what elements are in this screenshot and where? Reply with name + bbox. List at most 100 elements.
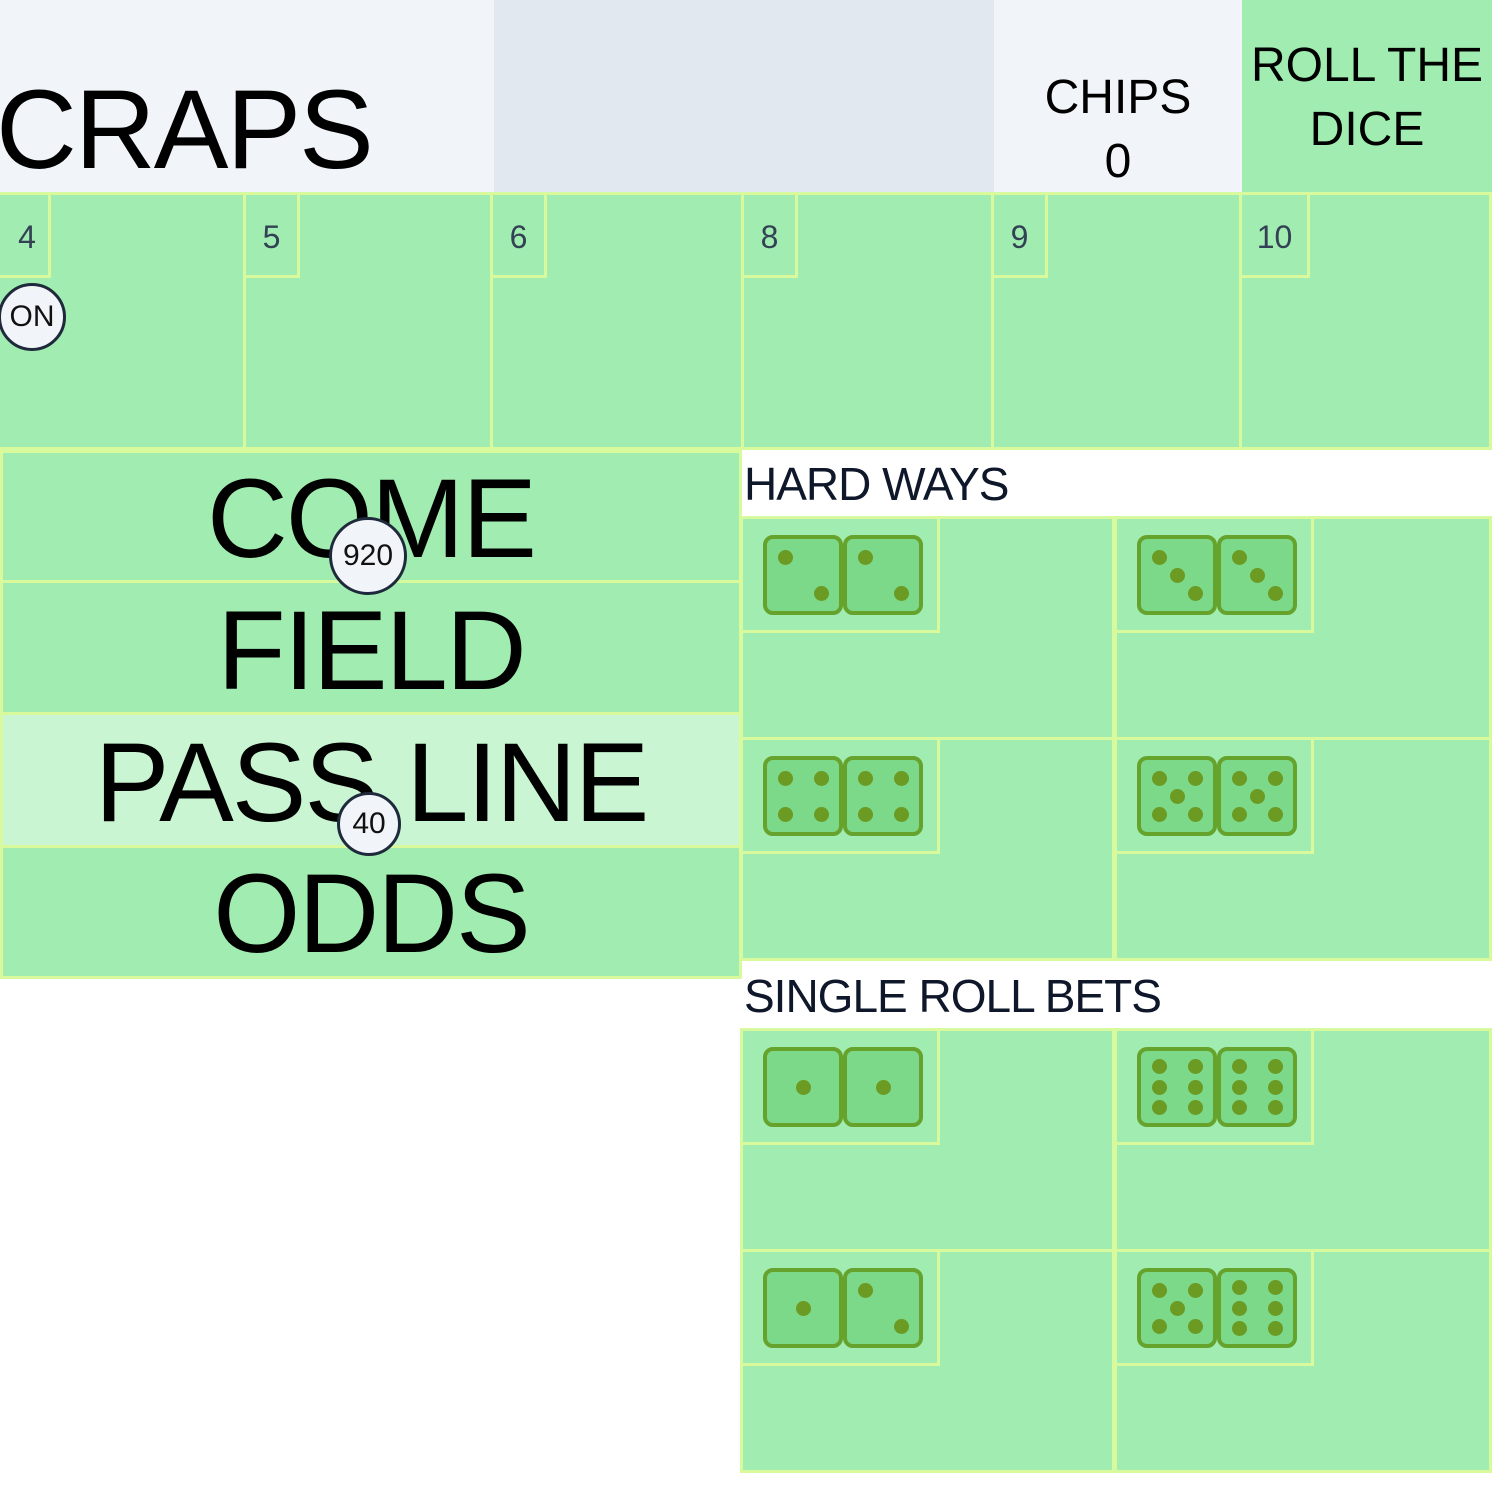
die-pip bbox=[1267, 1099, 1283, 1115]
dice-pair bbox=[1114, 1028, 1314, 1145]
title-panel: CRAPS bbox=[0, 0, 494, 192]
die-pip bbox=[893, 585, 909, 601]
die-pip bbox=[1151, 806, 1167, 822]
point-number-6: 6 bbox=[490, 192, 547, 278]
die-pip bbox=[1151, 770, 1167, 786]
dice-pair bbox=[740, 1249, 940, 1366]
die-pip bbox=[857, 549, 873, 565]
single-roll-header: SINGLE ROLL BETS bbox=[742, 964, 1492, 1028]
die-face-3-icon bbox=[1217, 535, 1297, 615]
die-pip bbox=[1267, 1300, 1283, 1316]
point-on-marker: ON bbox=[0, 283, 66, 351]
hard-way-4[interactable] bbox=[740, 516, 1115, 740]
hard-ways-header: HARD WAYS bbox=[742, 452, 1492, 516]
pass-line-chip: 40 bbox=[337, 792, 401, 856]
die-pip bbox=[777, 806, 793, 822]
die-face-6-icon bbox=[1137, 1047, 1217, 1127]
field-label: FIELD bbox=[217, 588, 526, 713]
die-face-6-icon bbox=[1217, 1047, 1297, 1127]
die-pip bbox=[1231, 1300, 1247, 1316]
point-box-9[interactable]: 9 bbox=[991, 192, 1243, 450]
die-pip bbox=[1267, 806, 1283, 822]
die-face-5-icon bbox=[1217, 756, 1297, 836]
dice-pair bbox=[740, 737, 940, 854]
die-pip bbox=[1267, 1280, 1283, 1296]
die-face-1-icon bbox=[763, 1268, 843, 1348]
point-number-4: 4 bbox=[0, 192, 51, 278]
die-pip bbox=[1267, 585, 1283, 601]
die-face-3-icon bbox=[1137, 535, 1217, 615]
hard-way-8[interactable] bbox=[740, 737, 1115, 961]
field-bet[interactable]: FIELD bbox=[0, 580, 742, 715]
point-number-5: 5 bbox=[243, 192, 300, 278]
die-pip bbox=[1151, 1059, 1167, 1075]
point-box-10[interactable]: 10 bbox=[1239, 192, 1492, 450]
die-pip bbox=[857, 1282, 873, 1298]
die-face-1-icon bbox=[843, 1047, 923, 1127]
die-pip bbox=[1151, 549, 1167, 565]
die-pip bbox=[893, 1318, 909, 1334]
point-number-8: 8 bbox=[741, 192, 798, 278]
dice-pair bbox=[1114, 516, 1314, 633]
die-pip bbox=[1151, 1282, 1167, 1298]
die-pip bbox=[857, 806, 873, 822]
point-number-9: 9 bbox=[991, 192, 1048, 278]
hard-way-10[interactable] bbox=[1114, 737, 1492, 961]
die-pip bbox=[893, 806, 909, 822]
die-face-2-icon bbox=[843, 535, 923, 615]
die-face-4-icon bbox=[843, 756, 923, 836]
point-box-6[interactable]: 6 bbox=[490, 192, 744, 450]
die-pip bbox=[893, 770, 909, 786]
game-title: CRAPS bbox=[0, 67, 374, 192]
die-pip bbox=[1231, 1079, 1247, 1095]
die-pip bbox=[1187, 1059, 1203, 1075]
hard-way-6[interactable] bbox=[1114, 516, 1492, 740]
die-pip bbox=[813, 806, 829, 822]
die-pip bbox=[1267, 770, 1283, 786]
die-pip bbox=[1187, 770, 1203, 786]
die-pip bbox=[1249, 788, 1265, 804]
die-pip bbox=[1231, 1280, 1247, 1296]
odds-bet[interactable]: ODDS bbox=[0, 845, 742, 979]
single-roll-11[interactable] bbox=[1114, 1249, 1492, 1473]
chips-label: CHIPS bbox=[1044, 71, 1192, 124]
die-pip bbox=[777, 549, 793, 565]
single-roll-12[interactable] bbox=[1114, 1028, 1492, 1252]
die-face-2-icon bbox=[763, 535, 843, 615]
die-pip bbox=[1267, 1320, 1283, 1336]
point-box-8[interactable]: 8 bbox=[741, 192, 994, 450]
die-pip bbox=[777, 770, 793, 786]
die-pip bbox=[1231, 806, 1247, 822]
die-face-4-icon bbox=[763, 756, 843, 836]
die-pip bbox=[1231, 1099, 1247, 1115]
die-pip bbox=[1187, 806, 1203, 822]
die-pip bbox=[1231, 549, 1247, 565]
die-pip bbox=[1151, 1099, 1167, 1115]
die-pip bbox=[1231, 770, 1247, 786]
die-pip bbox=[1231, 1059, 1247, 1075]
die-pip bbox=[1231, 1320, 1247, 1336]
roll-dice-button[interactable]: ROLL THE DICE bbox=[1242, 0, 1492, 192]
odds-label: ODDS bbox=[213, 851, 531, 976]
die-pip bbox=[857, 770, 873, 786]
header-spacer bbox=[494, 0, 994, 192]
point-box-5[interactable]: 5 bbox=[243, 192, 493, 450]
come-bet-chip: 920 bbox=[329, 517, 407, 595]
die-face-1-icon bbox=[763, 1047, 843, 1127]
die-pip bbox=[1267, 1079, 1283, 1095]
die-pip bbox=[795, 1300, 811, 1316]
die-face-6-icon bbox=[1217, 1268, 1297, 1348]
die-pip bbox=[1187, 1099, 1203, 1115]
single-roll-3[interactable] bbox=[740, 1249, 1115, 1473]
die-face-2-icon bbox=[843, 1268, 923, 1348]
single-roll-2[interactable] bbox=[740, 1028, 1115, 1252]
dice-pair bbox=[1114, 737, 1314, 854]
dice-pair bbox=[1114, 1249, 1314, 1366]
dice-pair bbox=[740, 516, 940, 633]
die-pip bbox=[1187, 1318, 1203, 1334]
die-pip bbox=[1169, 1300, 1185, 1316]
roll-label-line2: DICE bbox=[1309, 103, 1425, 156]
die-pip bbox=[1187, 1282, 1203, 1298]
die-pip bbox=[1249, 567, 1265, 583]
die-pip bbox=[813, 585, 829, 601]
